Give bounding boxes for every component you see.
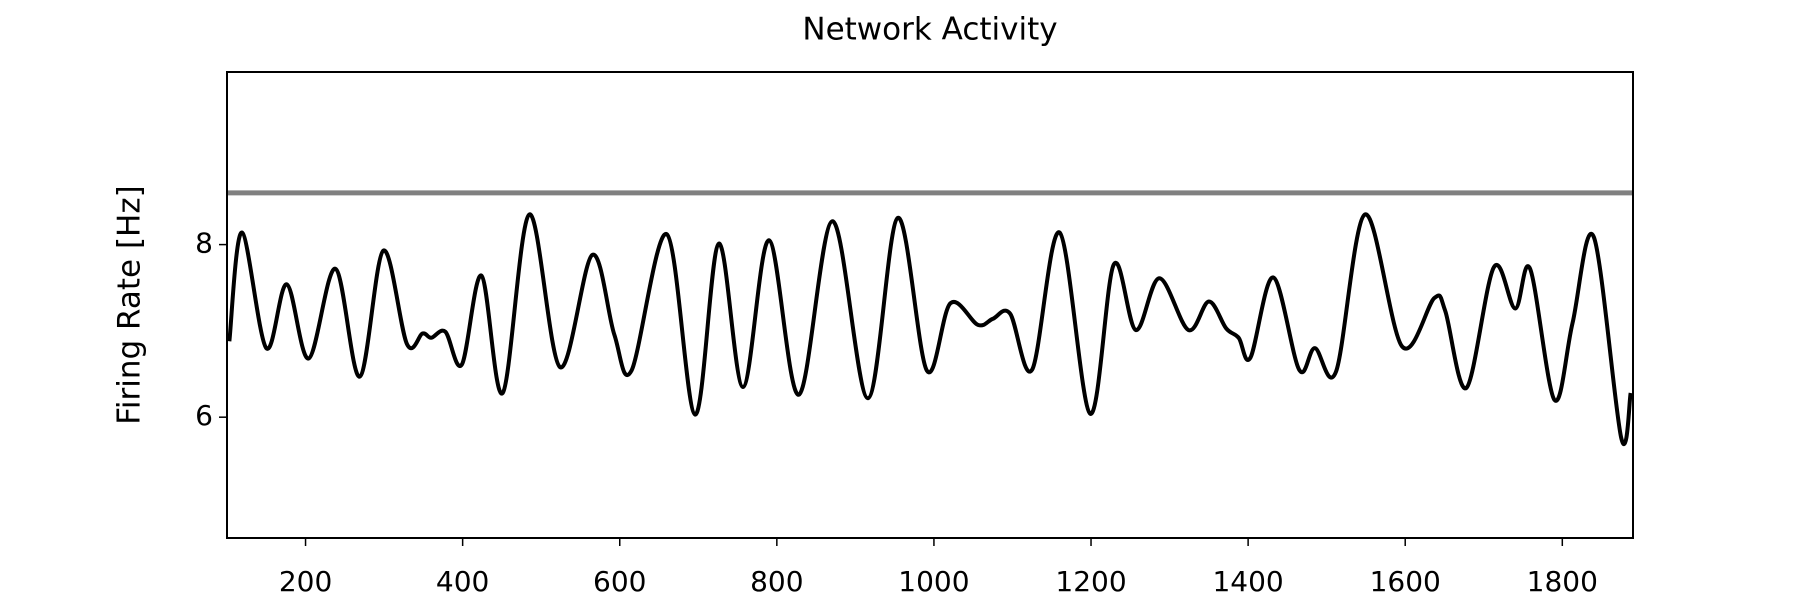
series-line bbox=[227, 212, 1633, 446]
x-tick-label: 1400 bbox=[1212, 565, 1283, 598]
x-tick-label: 600 bbox=[593, 565, 646, 598]
y-tick-label: 6 bbox=[195, 399, 213, 432]
y-axis-label: Firing Rate [Hz] bbox=[112, 185, 148, 424]
x-tick-label: 1000 bbox=[898, 565, 969, 598]
x-tick-label: 400 bbox=[436, 565, 489, 598]
x-tick-label: 1200 bbox=[1055, 565, 1126, 598]
plot-frame bbox=[226, 71, 1634, 539]
x-tick-label: 800 bbox=[750, 565, 803, 598]
x-tick-label: 1600 bbox=[1370, 565, 1441, 598]
x-tick-label: 1800 bbox=[1527, 565, 1598, 598]
x-tick-label: 200 bbox=[279, 565, 332, 598]
chart-title: Network Activity bbox=[802, 12, 1057, 48]
y-tick-label: 8 bbox=[195, 227, 213, 260]
